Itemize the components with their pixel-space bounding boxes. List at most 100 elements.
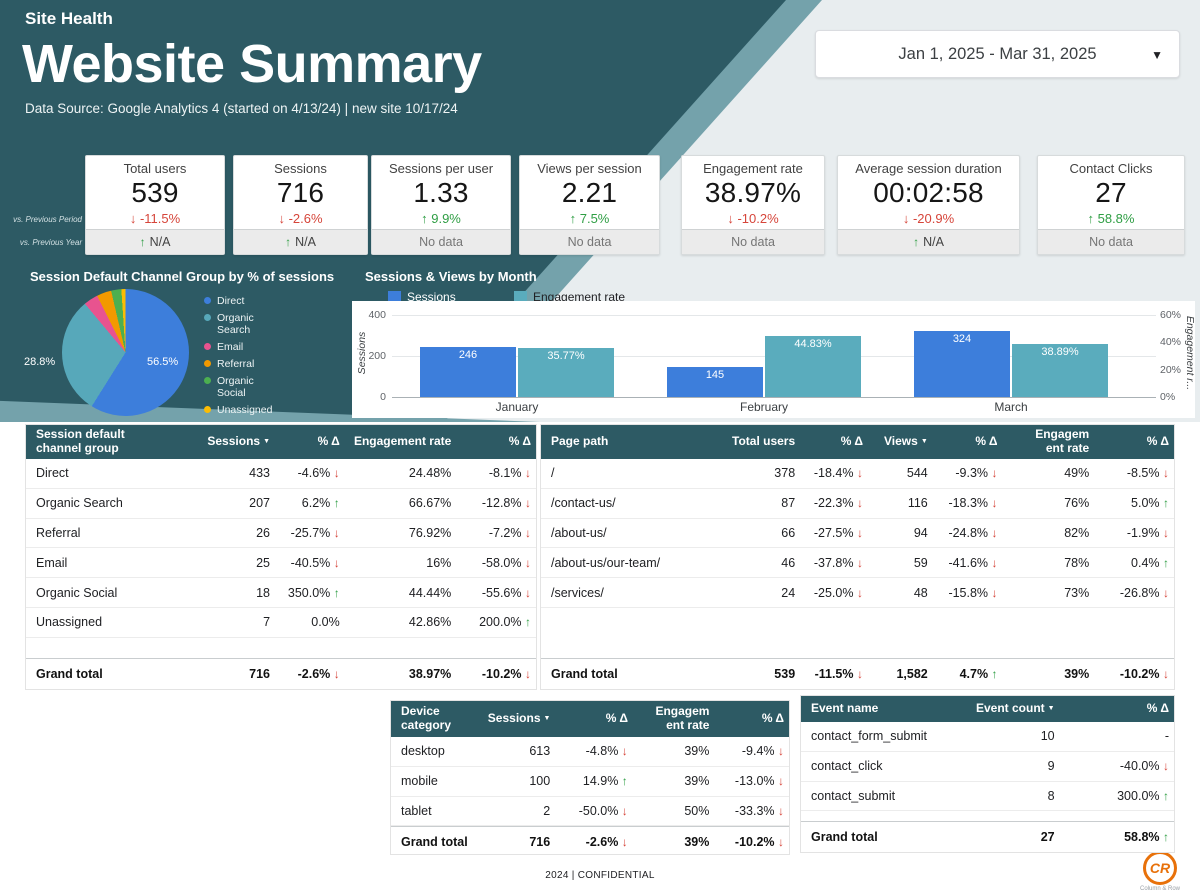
- scorecard-value: 38.97%: [704, 177, 802, 208]
- up-arrow-icon: ↑: [621, 774, 628, 789]
- bar-chart-title: Sessions & Views by Month: [365, 269, 537, 284]
- logo-company-name: Column & Row: [1139, 886, 1180, 892]
- scorecard-engagement-rate: Engagement rate 38.97% ↓ -10.2% No data: [681, 155, 825, 255]
- table-cell: 87: [781, 496, 796, 511]
- table-row: / 378 -18.4% ↓ 544 -9.3% ↓ 49% -8.5% ↓: [541, 459, 1174, 489]
- table-cell: -41.6% ↓: [948, 555, 998, 570]
- scorecard-comparison: No data: [682, 229, 824, 254]
- table-cell: 2: [543, 803, 551, 818]
- legend-item-engagement-rate: Engagement rate: [514, 290, 625, 304]
- chevron-down-icon: ▼: [1151, 48, 1163, 62]
- up-arrow-icon: ↑: [913, 235, 920, 249]
- column-header-views[interactable]: Views ▼: [884, 434, 928, 449]
- date-range-value: Jan 1, 2025 - Mar 31, 2025: [898, 44, 1097, 63]
- legend-item-email: Email: [204, 341, 299, 353]
- table-cell: 24.48%: [408, 466, 452, 481]
- table-cell: 59: [913, 555, 928, 570]
- table-cell: -10.2% ↓: [1119, 667, 1169, 681]
- report-category: Site Health: [25, 9, 113, 28]
- down-arrow-icon: ↓: [1162, 525, 1169, 540]
- scorecard-main: Views per session 2.21 ↑ 7.5%: [520, 156, 659, 229]
- table-cell: 14.9% ↑: [582, 774, 628, 789]
- column-header-engagement-rate[interactable]: Engagement rate: [353, 434, 452, 449]
- column-header-engagement-rate[interactable]: Engagement rate: [1035, 427, 1090, 455]
- legend-dot-icon: [204, 314, 211, 322]
- scorecard-main: Engagement rate 38.97% ↓ -10.2%: [682, 156, 824, 229]
- table-row: /contact-us/87 -22.3% ↓ 116 -18.3% ↓ 76% 5.0%…: [541, 489, 1174, 519]
- table-cell: -9.4% ↓: [741, 744, 784, 759]
- column-header-[interactable]: % Δ: [1146, 434, 1169, 449]
- column-header-total-users[interactable]: Total users: [732, 434, 796, 449]
- table-cell: /about-us/our-team/: [551, 555, 661, 570]
- table-cell: /services/: [551, 585, 604, 600]
- column-header-engagement-rate[interactable]: Engagement rate: [655, 704, 710, 732]
- legend-label: Organic Search: [217, 312, 254, 337]
- table-cell: 1,582: [896, 667, 928, 681]
- column-header-device-category[interactable]: Device category: [401, 704, 452, 732]
- down-arrow-icon: ↓: [991, 496, 998, 511]
- table-cell: -33.3% ↓: [734, 803, 784, 818]
- table-cell: 82%: [1064, 525, 1090, 540]
- grand-total-row: Grand total 539 -11.5% ↓ 1,582 4.7% ↑ 39% -10.…: [541, 658, 1174, 689]
- table-cell: 433: [249, 466, 271, 481]
- table-cell: 39%: [684, 835, 710, 850]
- table-cell: 8: [1047, 788, 1055, 803]
- column-header-event-name[interactable]: Event name: [811, 701, 879, 716]
- table-channel: Session default channel group Sessions ▼ % …: [25, 424, 537, 690]
- grand-total-row: Grand total 716 -2.6% ↓ 38.97% -10.2% ↓: [26, 658, 536, 689]
- table-cell: Direct: [36, 466, 69, 481]
- table-cell: 50%: [684, 803, 710, 818]
- column-header-sessions[interactable]: Sessions ▼: [487, 711, 551, 726]
- legend-item-direct: Direct: [204, 295, 299, 307]
- column-header-[interactable]: % Δ: [975, 434, 998, 449]
- column-header-sessions[interactable]: Sessions ▼: [207, 434, 271, 449]
- scorecard-comparison: ↑ N/A: [234, 229, 367, 254]
- down-arrow-icon: ↓: [856, 496, 863, 511]
- table-header: Page path Total users % Δ Views ▼ % Δ Engageme…: [541, 425, 1174, 459]
- up-arrow-icon: ↑: [139, 235, 146, 249]
- legend-dot-icon: [204, 360, 211, 368]
- scorecard-delta: ↓ -11.5%: [129, 211, 181, 226]
- table-cell: 44.44%: [408, 585, 452, 600]
- scorecard-delta: ↓ -20.9%: [902, 211, 955, 226]
- table-header: Session default channel group Sessions ▼ % …: [26, 425, 536, 459]
- column-header-[interactable]: % Δ: [317, 434, 340, 449]
- up-arrow-icon: ↑: [1162, 830, 1169, 844]
- column-header-[interactable]: % Δ: [605, 711, 628, 726]
- down-arrow-icon: ↓: [991, 585, 998, 600]
- column-header-page-path[interactable]: Page path: [551, 434, 609, 449]
- table-cell: 27: [1040, 830, 1055, 844]
- sort-desc-icon: ▼: [263, 437, 271, 445]
- confidential-note: 2024 | CONFIDENTIAL: [545, 870, 655, 881]
- column-header-event-count[interactable]: Event count ▼: [976, 701, 1055, 716]
- up-arrow-icon: ↑: [333, 496, 340, 511]
- table-cell: -37.8% ↓: [813, 555, 863, 570]
- down-arrow-icon: ↓: [1162, 667, 1169, 681]
- table-cell: 5.0% ↑: [1131, 496, 1169, 511]
- table-cell: -24.8% ↓: [948, 525, 998, 540]
- table-pages: Page path Total users % Δ Views ▼ % Δ Engageme…: [540, 424, 1175, 690]
- table-cell: -9.3% ↓: [955, 466, 998, 481]
- table-cell: -1.9% ↓: [1126, 525, 1169, 540]
- scorecard-main: Contact Clicks 27 ↑ 58.8%: [1038, 156, 1184, 229]
- column-header-[interactable]: % Δ: [761, 711, 784, 726]
- column-header-[interactable]: % Δ: [508, 434, 531, 449]
- date-range-picker[interactable]: Jan 1, 2025 - Mar 31, 2025 ▼: [815, 30, 1180, 78]
- table-cell: Organic Social: [36, 585, 118, 600]
- scorecard-label: Engagement rate: [703, 161, 803, 176]
- table-row: Referral 26 -25.7% ↓ 76.92% -7.2% ↓: [26, 519, 536, 549]
- bar-value-label: 246: [458, 348, 478, 361]
- column-header-[interactable]: % Δ: [840, 434, 863, 449]
- table-cell: -12.8% ↓: [481, 496, 531, 511]
- y-axis-tick-right: 20%: [1160, 364, 1182, 376]
- table-cell: 378: [774, 466, 796, 481]
- column-header-session-default-channel-group[interactable]: Session default channel group: [36, 427, 125, 455]
- bar-chart-panel: Sessions Engagement r... 400 200 0 60% 40% 20…: [352, 301, 1196, 418]
- y-axis-tick-right: 0%: [1160, 391, 1176, 403]
- up-arrow-icon: ↑: [1162, 788, 1169, 803]
- scorecard-label: Total users: [123, 161, 187, 176]
- table-cell: 613: [529, 744, 551, 759]
- column-header-[interactable]: % Δ: [1146, 701, 1169, 716]
- sessions-swatch-icon: [388, 290, 401, 304]
